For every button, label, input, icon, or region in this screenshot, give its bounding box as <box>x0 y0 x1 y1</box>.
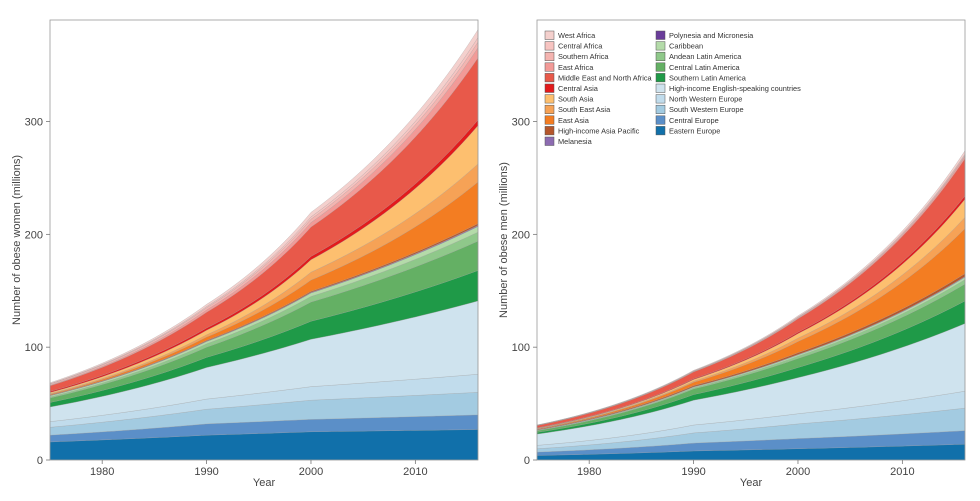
x-tick-label: 1990 <box>194 466 218 478</box>
legend-label-east-asia: East Asia <box>558 116 590 125</box>
legend-swatch-eastern-europe <box>655 126 666 136</box>
legend-label-southern-latin-america: Southern Latin America <box>669 73 747 82</box>
y-tick-label: 300 <box>25 117 43 129</box>
legend-swatch-high-income-english-speaking-countries <box>655 83 666 93</box>
legend-label-central-africa: Central Africa <box>558 42 603 51</box>
plot-frame <box>49 19 479 461</box>
legend-swatch-melanesia <box>544 136 555 146</box>
legend-swatch-andean-latin-america <box>655 51 666 61</box>
x-tick-label: 2000 <box>786 466 810 478</box>
legend-label-north-western-europe: North Western Europe <box>669 95 742 104</box>
legend-label-east-africa: East Africa <box>558 63 594 72</box>
y-tick-label: 200 <box>25 229 43 241</box>
legend-label-south-asia: South Asia <box>558 95 594 104</box>
x-tick-label: 2010 <box>403 466 427 478</box>
y-tick-label: 0 <box>37 455 43 467</box>
legend-swatch-central-europe <box>655 115 666 125</box>
legend-swatch-middle-east-and-north-africa <box>544 73 555 83</box>
legend-swatch-south-east-asia <box>544 104 555 114</box>
legend-swatch-north-western-europe <box>655 94 666 104</box>
legend-swatch-southern-africa <box>544 51 555 61</box>
legend-label-west-africa: West Africa <box>558 31 596 40</box>
y-axis-title: Number of obese men (millions) <box>498 162 510 318</box>
legend-label-southern-africa: Southern Africa <box>558 52 609 61</box>
legend-swatch-south-asia <box>544 94 555 104</box>
legend-swatch-east-africa <box>544 62 555 72</box>
legend-swatch-polynesia-and-micronesia <box>655 30 666 40</box>
x-tick-label: 1980 <box>90 466 114 478</box>
legend-label-caribbean: Caribbean <box>669 42 703 51</box>
legend-label-south-east-asia: South East Asia <box>558 105 611 114</box>
x-axis-title: Year <box>253 477 276 489</box>
legend-swatch-high-income-asia-pacific <box>544 126 555 136</box>
y-tick-label: 0 <box>524 455 530 467</box>
legend-label-central-latin-america: Central Latin America <box>669 63 741 72</box>
y-tick-label: 100 <box>25 342 43 354</box>
legend-label-andean-latin-america: Andean Latin America <box>669 52 742 61</box>
legend-swatch-caribbean <box>655 41 666 51</box>
x-tick-label: 2000 <box>299 466 323 478</box>
legend-swatch-southern-latin-america <box>655 73 666 83</box>
y-axis-title: Number of obese women (millions) <box>11 155 23 325</box>
legend-swatch-central-asia <box>544 83 555 93</box>
plot-frame <box>536 19 966 461</box>
chart-panel-2: 1980 1990 2000 2010 0 100 200 300 Year Number of … <box>498 19 966 489</box>
y-tick-label: 300 <box>512 117 530 129</box>
legend-swatch-central-latin-america <box>655 62 666 72</box>
legend-label-melanesia: Melanesia <box>558 137 593 146</box>
x-tick-label: 2010 <box>890 466 914 478</box>
chart-panel-1: 1980 1990 2000 2010 0 100 200 300 Year Number of … <box>11 19 479 489</box>
x-tick-label: 1990 <box>681 466 705 478</box>
x-axis-title: Year <box>740 477 763 489</box>
legend-label-polynesia-and-micronesia: Polynesia and Micronesia <box>669 31 754 40</box>
y-tick-label: 200 <box>512 229 530 241</box>
legend-swatch-east-asia <box>544 115 555 125</box>
y-tick-label: 100 <box>512 342 530 354</box>
x-tick-label: 1980 <box>577 466 601 478</box>
legend-label-high-income-english-speaking-countries: High-income English-speaking countries <box>669 84 801 93</box>
legend-label-south-western-europe: South Western Europe <box>669 105 744 114</box>
legend-label-eastern-europe: Eastern Europe <box>669 126 720 135</box>
legend-swatch-south-western-europe <box>655 104 666 114</box>
legend-label-central-europe: Central Europe <box>669 116 719 125</box>
legend-swatch-west-africa <box>544 30 555 40</box>
legend-label-middle-east-and-north-africa: Middle East and North Africa <box>558 73 653 82</box>
legend-swatch-central-africa <box>544 41 555 51</box>
legend-label-central-asia: Central Asia <box>558 84 599 93</box>
legend-label-high-income-asia-pacific: High-income Asia Pacific <box>558 126 640 135</box>
